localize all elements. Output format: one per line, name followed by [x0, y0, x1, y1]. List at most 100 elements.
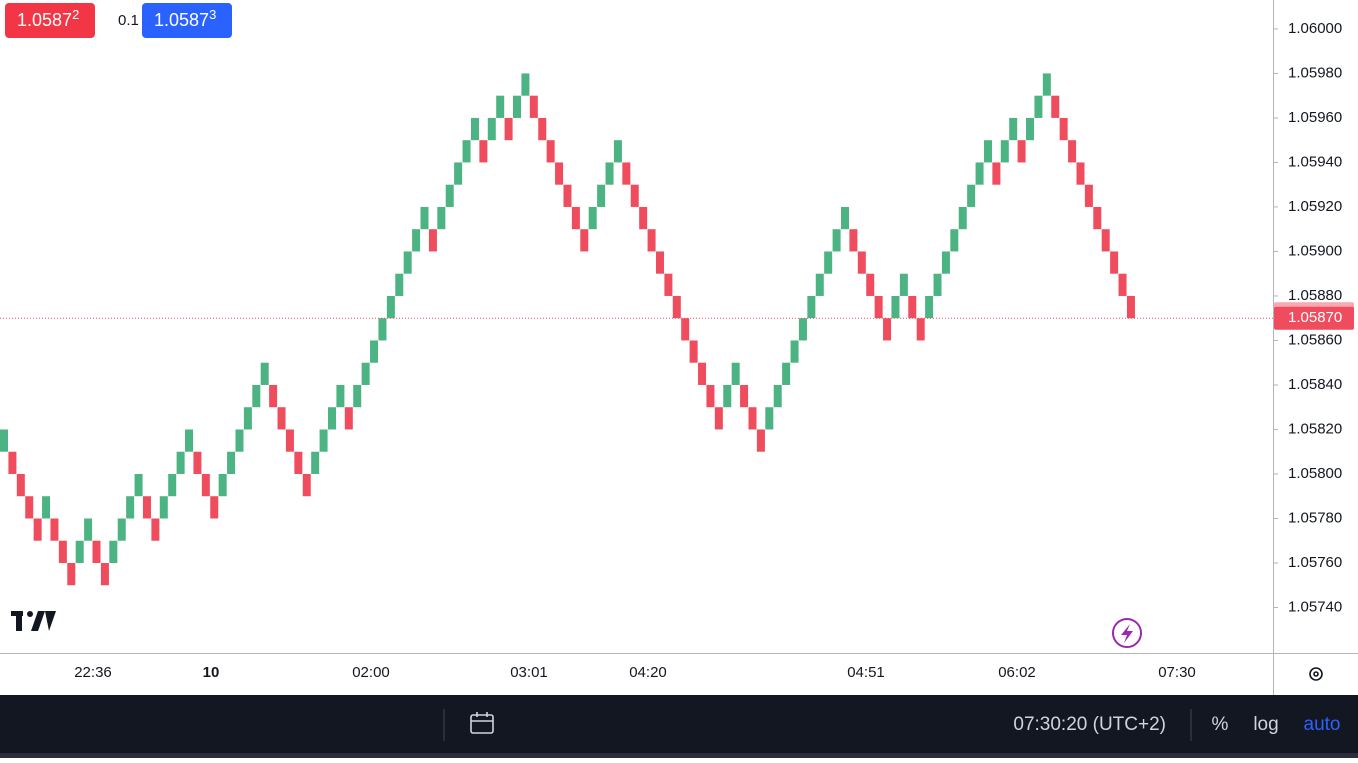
renko-brick: [975, 162, 984, 185]
renko-brick: [723, 384, 732, 408]
x-tick-label: 04:20: [629, 664, 667, 681]
renko-brick: [672, 295, 681, 319]
renko-brick: [874, 295, 883, 319]
renko-brick: [151, 518, 160, 541]
renko-brick: [1017, 140, 1026, 163]
renko-brick: [50, 518, 59, 541]
renko-brick: [210, 496, 219, 519]
renko-brick: [639, 206, 648, 230]
clock: 07:30:20 (UTC+2): [1013, 714, 1166, 735]
lightning-button[interactable]: [1112, 618, 1142, 648]
log-toggle[interactable]: log: [1253, 714, 1278, 735]
renko-brick: [327, 407, 336, 430]
renko-brick: [185, 429, 194, 452]
buy-price-pip: 3: [209, 7, 216, 22]
renko-brick: [571, 206, 580, 230]
renko-brick: [100, 562, 109, 586]
renko-brick: [1026, 117, 1035, 141]
renko-brick: [412, 229, 421, 252]
renko-brick: [445, 184, 454, 207]
renko-brick: [1101, 229, 1110, 252]
renko-brick: [16, 473, 25, 497]
buy-price-main: 1.0587: [154, 10, 209, 30]
renko-brick: [748, 407, 757, 430]
renko-brick: [428, 229, 437, 252]
settings-button[interactable]: [1309, 667, 1323, 681]
renko-brick: [142, 496, 151, 519]
buy-price: 1.05873: [154, 7, 216, 29]
renko-brick: [916, 318, 925, 341]
renko-brick: [555, 162, 564, 185]
renko-brick: [580, 229, 589, 252]
renko-brick: [454, 162, 463, 185]
header: 1.05872 0.1 1.05873: [5, 3, 232, 38]
percent-toggle[interactable]: %: [1212, 714, 1229, 735]
renko-brick: [1084, 184, 1093, 207]
renko-brick: [479, 140, 488, 163]
buy-button[interactable]: [142, 3, 232, 38]
renko-brick: [302, 473, 311, 497]
renko-brick: [849, 229, 858, 252]
y-tick-label: 1.05980: [1288, 64, 1342, 81]
date-range-button[interactable]: [470, 712, 494, 734]
renko-brick: [1034, 95, 1043, 118]
renko-brick: [807, 295, 816, 319]
y-tick-label: 1.05740: [1288, 598, 1342, 615]
renko-brick: [538, 117, 547, 141]
y-tick-label: 1.05840: [1288, 376, 1342, 393]
renko-brick: [176, 451, 185, 474]
renko-brick: [269, 384, 278, 408]
y-tick-label: 1.05900: [1288, 242, 1342, 259]
y-tick-label: 1.06000: [1288, 20, 1342, 37]
renko-brick: [1126, 295, 1135, 319]
renko-brick: [386, 295, 395, 319]
renko-brick: [243, 407, 252, 430]
renko-brick: [58, 540, 67, 563]
renko-brick: [1000, 140, 1009, 163]
renko-brick: [437, 206, 446, 230]
renko-brick: [1042, 73, 1051, 96]
renko-brick: [950, 229, 959, 252]
renko-brick: [1009, 117, 1018, 141]
renko-brick: [630, 184, 639, 207]
renko-brick: [958, 206, 967, 230]
renko-brick: [983, 140, 992, 163]
renko-brick: [790, 340, 799, 363]
y-tick-label: 1.05860: [1288, 331, 1342, 348]
renko-brick: [361, 362, 370, 385]
renko-brick: [487, 117, 496, 141]
renko-brick: [403, 251, 412, 274]
renko-brick: [622, 162, 631, 185]
renko-brick: [546, 140, 555, 163]
renko-brick: [25, 496, 34, 519]
logo: [11, 611, 56, 631]
renko-brick: [370, 340, 379, 363]
renko-brick: [227, 451, 236, 474]
last-price-label: 1.05870: [1288, 309, 1342, 326]
renko-brick: [235, 429, 244, 452]
renko-brick: [857, 251, 866, 274]
renko-brick: [134, 473, 143, 497]
renko-brick: [815, 273, 824, 296]
x-tick-label: 02:00: [352, 664, 390, 681]
renko-brick: [529, 95, 538, 118]
renko-brick: [75, 540, 84, 563]
renko-brick: [782, 362, 791, 385]
sell-button[interactable]: [5, 3, 95, 38]
renko-brick: [470, 117, 479, 141]
renko-brick: [967, 184, 976, 207]
renko-brick: [67, 562, 76, 586]
renko-brick: [698, 362, 707, 385]
renko-brick: [319, 429, 328, 452]
renko-brick: [193, 451, 202, 474]
x-tick-label: 10: [203, 664, 220, 681]
x-tick-label: 06:02: [998, 664, 1036, 681]
renko-brick: [756, 429, 765, 452]
renko-brick: [908, 295, 917, 319]
renko-brick: [159, 496, 168, 519]
renko-brick: [84, 518, 93, 541]
sell-price: 1.05872: [17, 7, 79, 29]
auto-toggle[interactable]: auto: [1304, 714, 1341, 735]
renko-brick: [597, 184, 606, 207]
